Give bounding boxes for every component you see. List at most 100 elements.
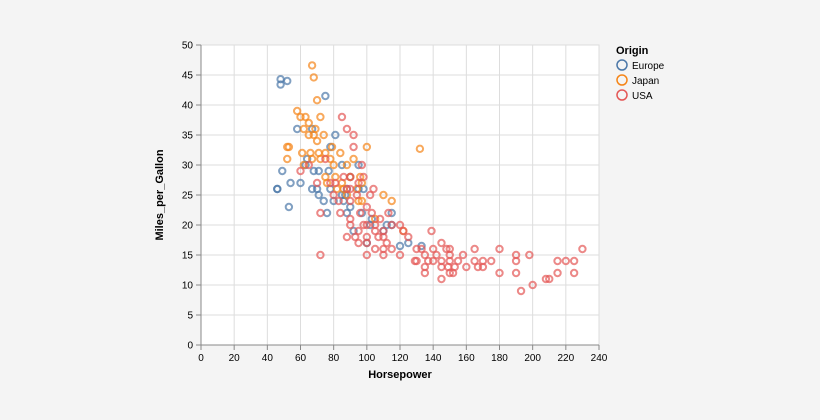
data-point — [445, 268, 454, 278]
data-point — [316, 112, 325, 122]
legend-symbol — [616, 89, 628, 101]
data-point — [346, 184, 355, 194]
data-point — [473, 262, 483, 272]
legend-title: Origin — [616, 45, 649, 57]
data-point — [322, 178, 332, 188]
x-axis: 0 20 40 60 80 100 120 140 160 180 200 220 240 — [198, 344, 608, 364]
data-point — [379, 232, 388, 242]
data-point — [314, 166, 323, 176]
y-axis-title: Miles_per_Gallon — [154, 149, 166, 240]
data-point — [578, 244, 587, 254]
data-point — [379, 190, 388, 200]
data-point — [349, 154, 358, 164]
x-axis-title: Horsepower — [368, 369, 432, 381]
data-point — [351, 232, 360, 242]
data-point — [283, 76, 292, 86]
data-point — [307, 184, 317, 194]
data-point — [314, 190, 323, 200]
data-point — [362, 220, 372, 230]
data-point — [420, 268, 430, 278]
data-point — [292, 106, 302, 116]
x-tick-label: 160 — [458, 353, 475, 364]
data-point — [395, 250, 405, 260]
data-point — [324, 166, 333, 176]
data-point — [321, 154, 330, 164]
data-point — [382, 238, 391, 248]
data-point — [329, 160, 338, 170]
data-point — [321, 91, 330, 101]
data-point — [331, 130, 340, 140]
y-tick-label: 45 — [182, 71, 194, 82]
data-point — [470, 244, 479, 254]
legend-items: Europe Japan USA — [616, 59, 665, 102]
data-point — [495, 268, 504, 278]
y-tick-label: 10 — [182, 281, 194, 292]
data-point — [346, 172, 355, 182]
data-point — [316, 154, 325, 164]
x-tick-label: 140 — [425, 353, 442, 364]
data-point — [362, 202, 372, 212]
data-point — [387, 220, 396, 230]
x-tick-label: 180 — [491, 353, 508, 364]
data-point — [319, 196, 328, 206]
data-point — [437, 256, 446, 266]
data-point — [299, 124, 309, 134]
data-point — [528, 280, 537, 290]
data-point — [384, 208, 393, 218]
data-point — [370, 244, 380, 254]
legend-item-europe: Europe — [616, 59, 665, 72]
data-point — [307, 154, 317, 164]
data-point — [427, 226, 436, 236]
data-point — [319, 130, 328, 140]
data-point — [273, 184, 282, 194]
data-point — [437, 238, 446, 248]
legend-item-japan: Japan — [616, 74, 659, 87]
data-point — [545, 274, 554, 284]
data-point — [487, 256, 496, 266]
data-point — [399, 226, 408, 236]
data-point — [354, 226, 363, 236]
data-point — [462, 262, 471, 272]
data-point — [296, 112, 305, 122]
series-japan — [283, 61, 425, 236]
data-point — [478, 256, 488, 266]
x-tick-label: 120 — [392, 353, 409, 364]
data-point — [412, 244, 421, 254]
x-tick-label: 220 — [557, 353, 574, 364]
data-point — [370, 226, 380, 236]
y-axis: 0 5 10 15 20 25 30 35 40 45 50 — [182, 41, 202, 352]
data-point — [412, 256, 421, 266]
data-point — [304, 130, 313, 140]
x-tick-label: 20 — [229, 353, 241, 364]
series-usa — [296, 112, 587, 296]
data-point — [357, 160, 367, 170]
data-point — [312, 178, 322, 188]
data-point — [316, 250, 325, 260]
data-point — [541, 274, 551, 284]
data-point — [337, 160, 347, 170]
data-point — [404, 232, 413, 242]
data-point — [415, 144, 425, 154]
data-point — [354, 160, 363, 170]
data-point — [342, 124, 352, 134]
y-tick-label: 40 — [182, 101, 194, 112]
data-point — [367, 208, 377, 218]
data-point — [379, 250, 388, 260]
legend: Origin Europe Japan USA — [616, 45, 665, 102]
data-point — [387, 196, 396, 206]
data-point — [420, 250, 430, 260]
legend-label: USA — [632, 91, 653, 102]
x-tick-label: 240 — [591, 353, 608, 364]
data-point — [342, 160, 352, 170]
data-point — [307, 61, 317, 70]
y-tick-label: 30 — [182, 161, 194, 172]
data-point — [296, 166, 305, 176]
data-point — [346, 196, 355, 206]
x-tick-label: 60 — [295, 353, 307, 364]
x-tick-label: 100 — [358, 353, 375, 364]
y-tick-label: 15 — [182, 251, 194, 262]
y-tick-label: 50 — [182, 41, 194, 52]
legend-label: Europe — [632, 61, 665, 72]
data-point — [417, 244, 426, 254]
y-tick-label: 35 — [182, 131, 194, 142]
